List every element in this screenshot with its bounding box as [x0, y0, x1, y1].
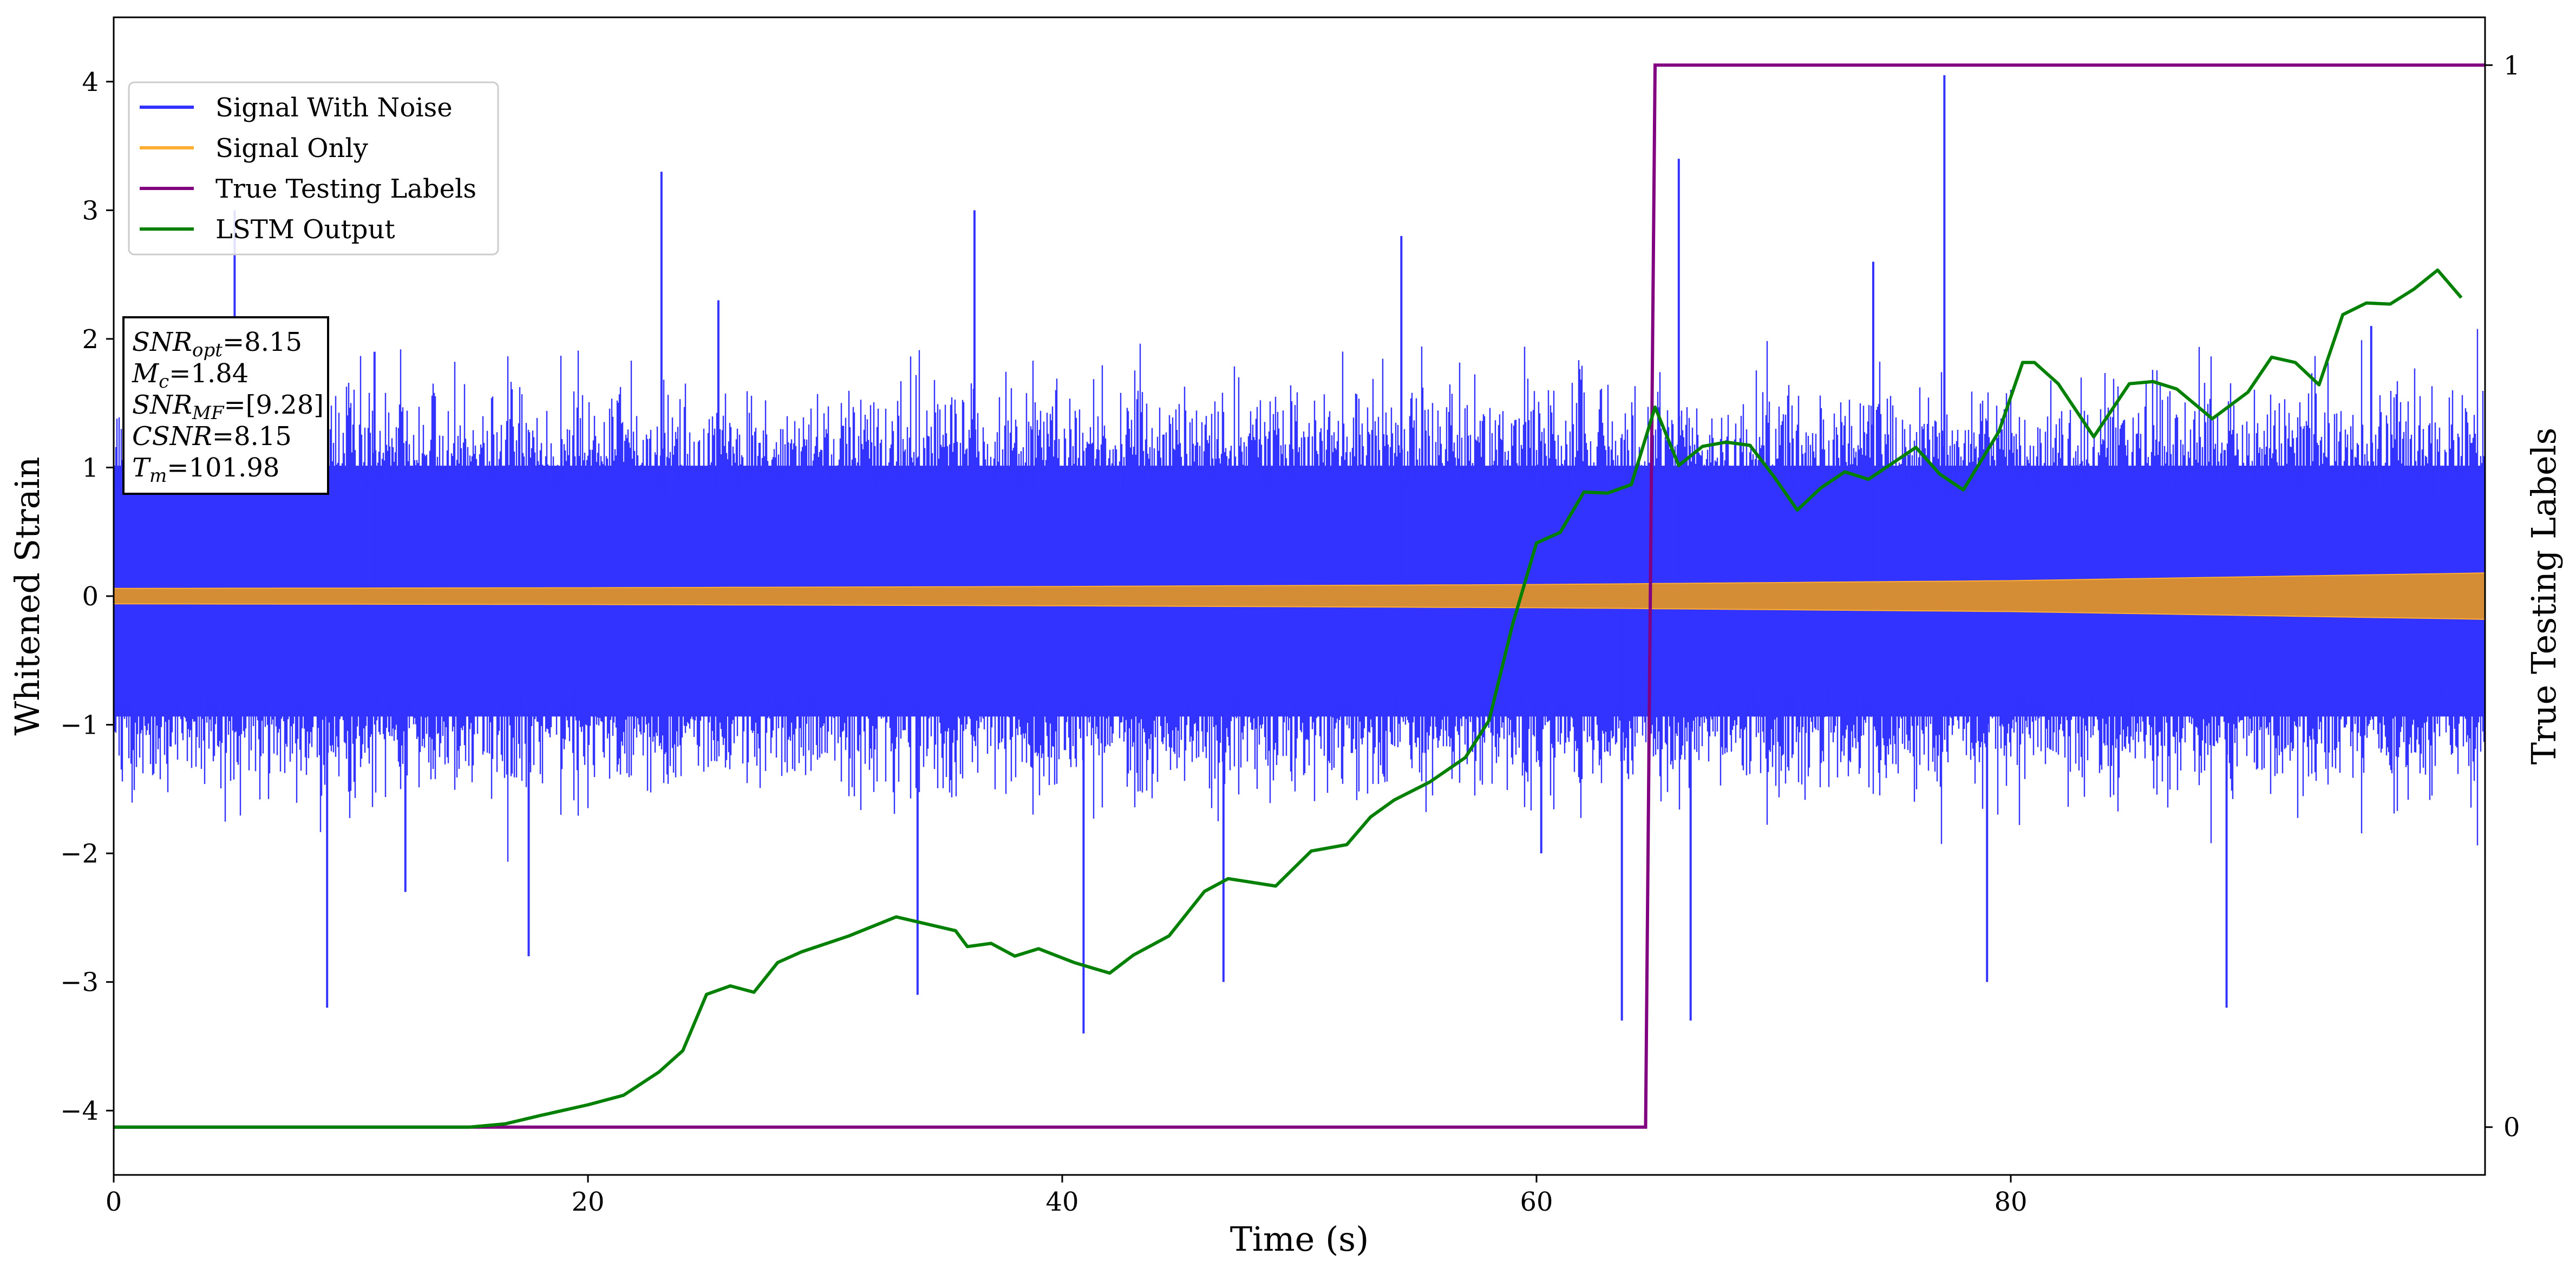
- x-tick-label: 0: [106, 1187, 122, 1217]
- x-tick-label: 40: [1045, 1187, 1078, 1217]
- y2-tick-label: 0: [2503, 1113, 2520, 1143]
- legend-frame: [128, 81, 499, 256]
- annotation-frame: [122, 316, 329, 495]
- y-tick-label: −4: [60, 1096, 99, 1126]
- y-tick-label: 0: [82, 582, 99, 612]
- series-lstm-output: [114, 268, 2463, 1129]
- y2-axis-title: True Testing Labels: [2524, 428, 2564, 765]
- y2-tick-label: 1: [2503, 50, 2520, 81]
- y-tick-label: −2: [60, 839, 99, 869]
- legend-label: True Testing Labels: [215, 174, 476, 204]
- annotation-box: SNRopt=8.15Mc=1.84SNRMF=[9.28]CSNR=8.15T…: [122, 316, 329, 495]
- series-true-testing-labels: [114, 63, 2485, 1129]
- annotation-line: SNRopt=8.15: [132, 327, 302, 361]
- legend-label: Signal Only: [215, 133, 368, 164]
- legend-label: Signal With Noise: [215, 93, 453, 123]
- y-tick-label: −3: [60, 968, 99, 998]
- x-tick-label: 60: [1520, 1187, 1553, 1217]
- y-tick-label: 4: [82, 67, 99, 97]
- annotation-line: Tm=101.98: [132, 453, 279, 487]
- y-tick-label: 2: [82, 324, 99, 355]
- y-tick-label: 3: [82, 195, 99, 226]
- x-tick-label: 80: [1994, 1187, 2027, 1217]
- x-tick-label: 20: [571, 1187, 604, 1217]
- annotation-line: CSNR=8.15: [132, 421, 292, 452]
- y-axis-title: Whitened Strain: [8, 457, 47, 736]
- annotation-line: SNRMF=[9.28]: [132, 390, 324, 424]
- x-axis-title: Time (s): [1230, 1219, 1369, 1259]
- y-tick-label: 1: [82, 453, 99, 483]
- plot-area: [113, 63, 2486, 1129]
- y-tick-label: −1: [60, 710, 99, 741]
- legend: Signal With Noise Signal Only True Testing…: [128, 81, 499, 256]
- annotation-line: Mc=1.84: [132, 358, 249, 393]
- legend-label: LSTM Output: [215, 214, 395, 245]
